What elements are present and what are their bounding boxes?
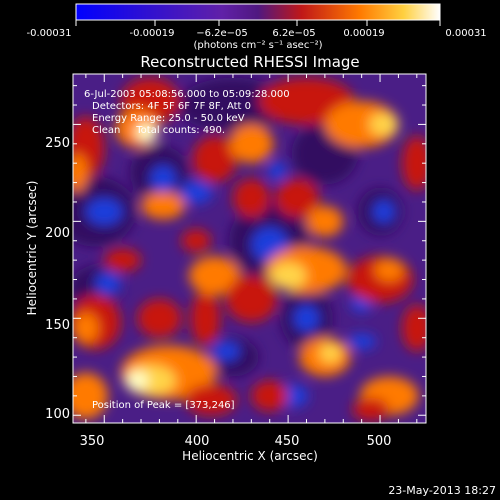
heatmap-blob xyxy=(225,275,278,323)
colorbar-tick-label: 0.00031 xyxy=(445,28,486,39)
colorbar-tick-label: −6.2e−05 xyxy=(196,28,248,39)
annotations: 6-Jul-2003 05:08:56.000 to 05:09:28.000 … xyxy=(84,89,290,411)
colorbar-tick-label: 0.00019 xyxy=(343,28,384,39)
annotation-time-range: 6-Jul-2003 05:08:56.000 to 05:09:28.000 xyxy=(84,89,290,100)
colorbar-tick-label: -0.00031 xyxy=(27,28,72,39)
heatmap-blob xyxy=(73,372,108,420)
heatmap-blob xyxy=(126,370,149,391)
heatmap-blob xyxy=(232,178,270,218)
y-tick-label: 200 xyxy=(45,226,70,241)
heatmap-blob xyxy=(141,192,186,220)
heatmap-blob xyxy=(275,178,320,218)
heatmap-image xyxy=(73,74,426,423)
y-tick-label: 100 xyxy=(45,407,70,422)
heatmap-blob xyxy=(372,200,395,224)
heatmap-blob xyxy=(210,341,241,361)
heatmap-blob xyxy=(135,122,158,142)
heatmap-blob xyxy=(188,256,241,296)
heatmap-blob xyxy=(137,298,182,338)
colorbar-ticks xyxy=(75,20,441,26)
annotation-energy: Energy Range: 25.0 - 50.0 keV xyxy=(92,113,245,124)
heatmap-blob xyxy=(177,77,289,133)
heatmap-blob xyxy=(324,101,399,148)
y-axis-label: Heliocentric Y (arcsec) xyxy=(25,181,39,316)
colorbar-tick-label: -0.00019 xyxy=(130,28,175,39)
annotation-peak: Position of Peak = [373,246] xyxy=(92,400,235,411)
y-tick-label: 250 xyxy=(45,136,70,151)
plot-frame xyxy=(72,73,427,424)
heatmap-blob xyxy=(192,136,237,183)
heatmap-blob xyxy=(179,180,213,204)
heatmap-blob xyxy=(185,384,237,416)
x-axis-label: Heliocentric X (arcsec) xyxy=(182,449,318,463)
heatmap-blob xyxy=(104,248,142,272)
chart-title: Reconstructed RHESSI Image xyxy=(140,53,359,71)
heatmap-blob xyxy=(85,198,123,226)
heatmap-blob xyxy=(369,112,399,137)
heatmap-blob xyxy=(352,397,390,422)
axis-ticks xyxy=(73,74,426,423)
heatmap-blob xyxy=(73,312,99,344)
heatmap-blob xyxy=(181,229,211,253)
colorbar-units: (photons cm⁻² s⁻¹ asec⁻²) xyxy=(193,40,322,51)
heatmap-blob xyxy=(402,136,426,191)
colorbar-gradient xyxy=(75,3,441,21)
colorbar: -0.00031 -0.00019 −6.2e−05 6.2e−05 0.000… xyxy=(27,3,487,51)
x-tick-label: 450 xyxy=(275,434,300,449)
heatmap-blob xyxy=(306,205,344,237)
heatmap-blob xyxy=(402,304,426,352)
heatmap-blob xyxy=(190,291,221,346)
heatmap-blob xyxy=(73,153,88,193)
colorbar-tick-label: 6.2e−05 xyxy=(272,28,315,39)
heatmap-blob xyxy=(319,343,342,363)
heatmap-blob xyxy=(251,380,289,412)
heatmap-blobs xyxy=(73,77,426,422)
heatmap-blob xyxy=(229,124,274,164)
heatmap-blob xyxy=(267,161,287,181)
footer-timestamp: 23-May-2013 18:27 xyxy=(388,484,496,497)
x-tick-label: 400 xyxy=(185,434,210,449)
heatmap-blob xyxy=(95,271,121,296)
annotation-clean: Clean Total counts: 490. xyxy=(92,125,225,136)
heatmap-blob xyxy=(269,262,307,290)
heatmap-blob xyxy=(150,165,176,193)
x-tick-label: 350 xyxy=(80,434,105,449)
heatmap-blob xyxy=(293,304,320,332)
heatmap-blob xyxy=(374,258,404,282)
y-tick-label: 150 xyxy=(45,318,70,333)
heatmap-blob xyxy=(346,333,377,350)
x-tick-label: 500 xyxy=(367,434,392,449)
annotation-detectors: Detectors: 4F 5F 6F 7F 8F, Att 0 xyxy=(92,101,251,112)
